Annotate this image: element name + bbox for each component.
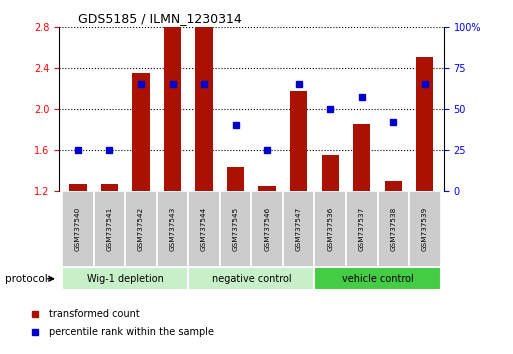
Bar [132, 73, 150, 191]
Bar [378, 191, 409, 267]
Bar [195, 27, 213, 191]
Text: GSM737544: GSM737544 [201, 207, 207, 251]
Bar [125, 191, 157, 267]
Text: transformed count: transformed count [49, 309, 140, 319]
Bar [259, 186, 276, 191]
Bar [346, 191, 378, 267]
Bar [416, 57, 433, 191]
Bar [101, 184, 118, 191]
Text: GSM737541: GSM737541 [107, 207, 112, 251]
Text: Wig-1 depletion: Wig-1 depletion [87, 274, 164, 284]
Text: GSM737543: GSM737543 [169, 207, 175, 251]
Text: GSM737539: GSM737539 [422, 207, 428, 251]
Text: GSM737546: GSM737546 [264, 207, 270, 251]
Bar [94, 191, 125, 267]
Bar [62, 191, 94, 267]
Text: GSM737547: GSM737547 [295, 207, 302, 251]
Text: negative control: negative control [211, 274, 291, 284]
Bar [322, 155, 339, 191]
Text: percentile rank within the sample: percentile rank within the sample [49, 327, 214, 337]
Bar [353, 124, 370, 191]
Text: vehicle control: vehicle control [342, 274, 413, 284]
Bar [164, 27, 181, 191]
Bar [251, 191, 283, 267]
Bar [157, 191, 188, 267]
Text: GSM737540: GSM737540 [75, 207, 81, 251]
Text: protocol: protocol [5, 274, 48, 284]
Bar [188, 267, 314, 290]
Bar [409, 191, 441, 267]
Bar [69, 184, 87, 191]
Bar [188, 191, 220, 267]
Bar [314, 191, 346, 267]
Text: GDS5185 / ILMN_1230314: GDS5185 / ILMN_1230314 [78, 12, 242, 25]
Bar [283, 191, 314, 267]
Bar [290, 91, 307, 191]
Text: GSM737536: GSM737536 [327, 207, 333, 251]
Bar [220, 191, 251, 267]
Text: GSM737537: GSM737537 [359, 207, 365, 251]
Bar [314, 267, 441, 290]
Bar [385, 181, 402, 191]
Text: GSM737545: GSM737545 [232, 207, 239, 251]
Text: GSM737542: GSM737542 [138, 207, 144, 251]
Bar [62, 267, 188, 290]
Bar [227, 167, 244, 191]
Text: GSM737538: GSM737538 [390, 207, 396, 251]
